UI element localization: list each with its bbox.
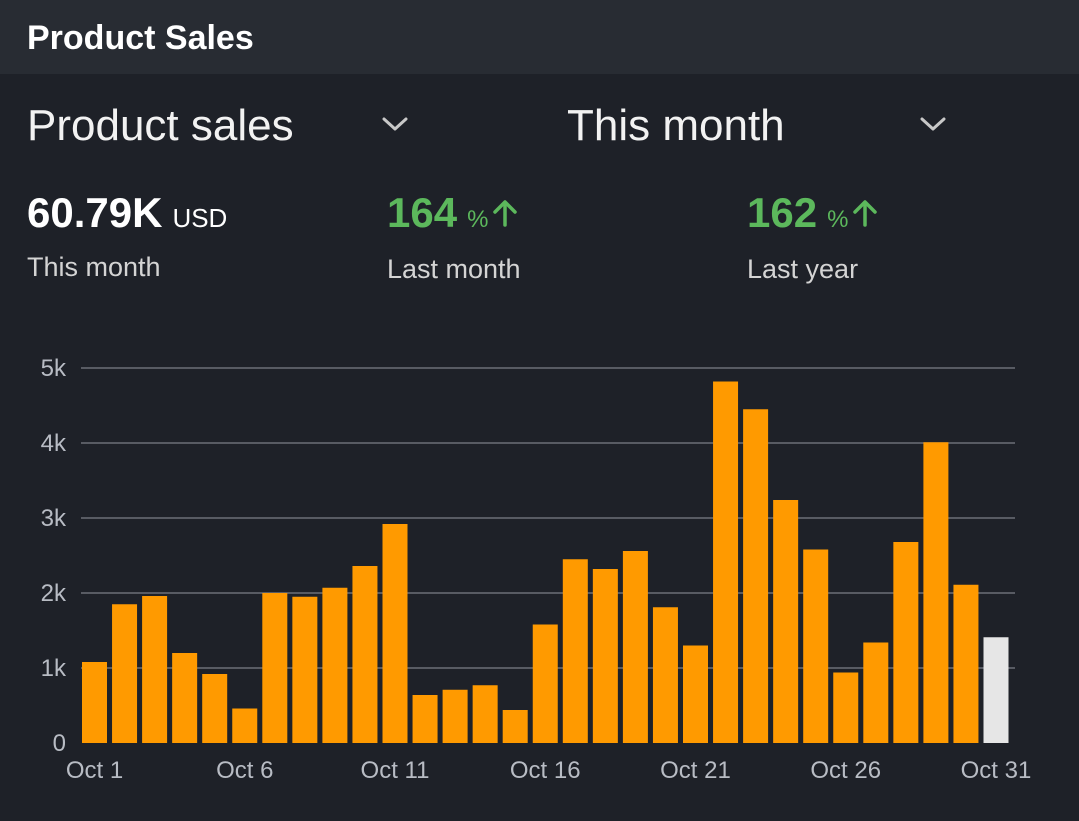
bar xyxy=(232,708,258,743)
bar xyxy=(713,381,739,743)
y-tick-label: 2k xyxy=(41,580,67,607)
bar xyxy=(652,607,678,743)
bar xyxy=(322,587,348,743)
arrow-up-icon xyxy=(853,200,878,227)
last-month-value-row: 164% xyxy=(387,188,521,245)
daily-sales-bar-chart: 0 1k 2k 3k 4k 5k Oct 1 Oct 6 Oct 11 Oct 16 Oct 21 O… xyxy=(41,355,1032,784)
last-month-value: 164 xyxy=(387,189,458,236)
bar xyxy=(202,674,228,743)
last-year-value-row: 162% xyxy=(747,188,878,245)
metric-dropdown[interactable]: Product sales xyxy=(27,98,417,158)
last-year-metric: 162% Last year xyxy=(747,188,878,285)
x-tick-label: Oct 6 xyxy=(216,757,273,784)
bar xyxy=(472,685,498,743)
bar xyxy=(382,524,408,743)
bar xyxy=(893,542,919,743)
app-header: Product Sales xyxy=(0,0,1079,74)
bar xyxy=(112,604,138,743)
total-sales-value-row: 60.79K USD xyxy=(27,188,227,243)
y-tick-label: 4k xyxy=(41,430,67,457)
y-tick-label: 3k xyxy=(41,505,67,532)
total-sales-unit: USD xyxy=(172,203,228,233)
bar xyxy=(412,695,438,743)
bar xyxy=(292,596,318,743)
x-tick-label: Oct 11 xyxy=(361,757,430,784)
y-tick-label: 0 xyxy=(53,730,66,757)
bar xyxy=(142,596,168,743)
last-month-unit: % xyxy=(467,206,489,233)
last-month-metric: 164% Last month xyxy=(387,188,521,285)
last-year-value: 162 xyxy=(747,189,818,236)
bar xyxy=(743,409,769,743)
bar xyxy=(82,662,107,743)
bar xyxy=(953,584,979,743)
bar xyxy=(562,559,588,743)
bar xyxy=(683,645,708,743)
last-month-caption: Last month xyxy=(387,254,521,284)
chevron-down-icon xyxy=(920,117,946,131)
bar xyxy=(923,442,949,743)
y-tick-label: 5k xyxy=(41,355,67,382)
bar xyxy=(502,710,528,743)
y-tick-label: 1k xyxy=(41,655,67,682)
metric-dropdown-label: Product sales xyxy=(27,101,294,150)
period-dropdown-label: This month xyxy=(567,101,785,150)
page-title: Product Sales xyxy=(27,19,254,57)
bar xyxy=(622,551,648,743)
bar xyxy=(172,653,198,743)
total-sales-caption: This month xyxy=(27,252,161,282)
bar xyxy=(983,637,1009,743)
last-year-unit: % xyxy=(827,206,849,233)
bar xyxy=(592,569,618,743)
x-tick-label: Oct 21 xyxy=(660,757,731,784)
x-tick-label: Oct 31 xyxy=(961,757,1032,784)
bar xyxy=(803,549,829,743)
bar xyxy=(773,500,799,743)
bar xyxy=(833,672,859,743)
bar xyxy=(863,642,889,743)
x-tick-label: Oct 16 xyxy=(510,757,581,784)
x-tick-label: Oct 1 xyxy=(66,757,123,784)
arrow-up-icon xyxy=(493,200,518,227)
total-sales-metric: 60.79K USD This month xyxy=(27,188,227,283)
last-year-caption: Last year xyxy=(747,254,859,284)
total-sales-value: 60.79K xyxy=(27,189,163,236)
period-dropdown[interactable]: This month xyxy=(567,98,957,158)
bar xyxy=(532,624,558,743)
x-tick-label: Oct 26 xyxy=(810,757,881,784)
bar xyxy=(442,689,468,743)
bar xyxy=(352,566,378,743)
chevron-down-icon xyxy=(382,117,408,131)
bar xyxy=(262,593,288,743)
